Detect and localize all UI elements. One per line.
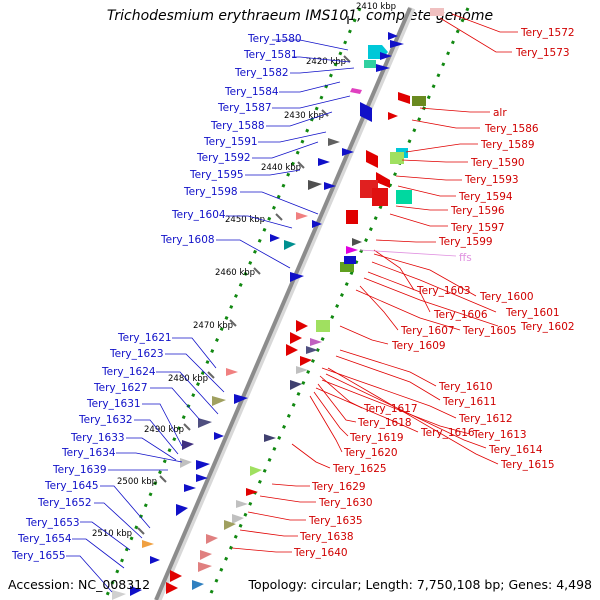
gene-label: Tery_1590 — [470, 157, 525, 169]
gene-label: Tery_1654 — [17, 533, 72, 545]
gene-label: Tery_1630 — [318, 497, 373, 509]
gene-label: Tery_1624 — [101, 366, 156, 378]
tick-label: 2450 kbp — [225, 215, 265, 225]
genes-value: 4,498 — [556, 577, 592, 592]
gene-label: Tery_1614 — [488, 444, 543, 456]
gene-label: Tery_1594 — [458, 191, 513, 203]
gene-label: Tery_1621 — [117, 332, 172, 344]
gene-label: Tery_1625 — [332, 463, 387, 475]
tick-label: 2440 kbp — [261, 163, 301, 173]
gene-label: Tery_1640 — [293, 547, 348, 559]
gene-label: Tery_1593 — [464, 174, 519, 186]
gene-label: Tery_1638 — [299, 531, 354, 543]
gene-label: Tery_1581 — [243, 49, 298, 61]
gene-label: Tery_1588 — [210, 120, 265, 132]
right-leader-lines — [231, 13, 518, 553]
left-gene-labels: Tery_1580 Tery_1581 Tery_1582 Tery_1584 … — [11, 33, 302, 562]
gene-label: alr — [493, 107, 507, 119]
tick-label: 2490 kbp — [144, 425, 184, 435]
tick-label: 2460 kbp — [215, 268, 255, 278]
gene-label: Tery_1631 — [86, 398, 141, 410]
gene-label: Tery_1615 — [500, 459, 555, 471]
tick-label: 2470 kbp — [193, 321, 233, 331]
gene-label: Tery_1645 — [44, 480, 99, 492]
accession-label: Accession: — [8, 577, 75, 592]
gene-label: Tery_1607 — [400, 325, 455, 337]
tick-marks — [137, 16, 351, 535]
gene-label: Tery_1605 — [462, 325, 517, 337]
gene-label: Tery_1587 — [217, 102, 272, 114]
gene-label: Tery_1591 — [203, 136, 258, 148]
gene-label: Tery_1619 — [349, 432, 404, 444]
tick-label: 2420 kbp — [306, 57, 346, 67]
gene-label: Tery_1629 — [311, 481, 366, 493]
gene-label: Tery_1611 — [442, 396, 497, 408]
ffs-leader-line — [359, 249, 457, 257]
gene-label: Tery_1595 — [189, 169, 244, 181]
gene-label: Tery_1620 — [343, 447, 398, 459]
gene-label: Tery_1639 — [52, 464, 107, 476]
tick-label: 2410 kbp — [356, 2, 396, 12]
gene-label: Tery_1592 — [196, 152, 251, 164]
gene-label: Tery_1635 — [308, 515, 363, 527]
topology-label: Topology: — [248, 577, 308, 592]
gene-label: Tery_1616 — [420, 427, 475, 439]
gene-label: Tery_1652 — [37, 497, 92, 509]
gene-label: Tery_1608 — [160, 234, 215, 246]
gene-label: Tery_1655 — [11, 550, 66, 562]
gene-label: Tery_1632 — [78, 414, 133, 426]
gene-label: Tery_1573 — [515, 47, 570, 59]
length-value: 7,750,108 bp — [416, 577, 501, 592]
gene-label: Tery_1580 — [247, 33, 302, 45]
gene-label: Tery_1618 — [357, 417, 412, 429]
tick-label: 2480 kbp — [168, 374, 208, 384]
accession-value: NC_008312 — [78, 577, 151, 592]
gene-label: Tery_1572 — [520, 27, 575, 39]
gene-label: Tery_1599 — [438, 236, 493, 248]
gene-label: Tery_1600 — [479, 291, 534, 303]
gene-label: Tery_1582 — [234, 67, 289, 79]
accession-info: Accession: NC_008312 — [8, 577, 150, 592]
genome-summary: Topology: circular; Length: 7,750,108 bp… — [248, 577, 592, 592]
gene-label: Tery_1653 — [25, 517, 80, 529]
gene-label: Tery_1623 — [109, 348, 164, 360]
left-leader-lines — [66, 39, 355, 593]
gene-label: Tery_1604 — [171, 209, 226, 221]
topology-value: circular — [311, 577, 358, 592]
genes-label: Genes: — [508, 577, 553, 592]
gene-label: Tery_1610 — [438, 381, 493, 393]
gene-label: Tery_1589 — [480, 139, 535, 151]
gene-label: Tery_1602 — [520, 321, 575, 333]
gene-label: Tery_1617 — [363, 403, 418, 415]
length-label: Length: — [365, 577, 413, 592]
right-gene-labels: Tery_1572 Tery_1573 alr Tery_1586 Tery_1… — [293, 27, 575, 559]
tick-label: 2430 kbp — [284, 111, 324, 121]
gene-label: Tery_1633 — [70, 432, 125, 444]
gene-label: Tery_1597 — [450, 222, 505, 234]
gene-label: Tery_1596 — [450, 205, 505, 217]
gene-label: Tery_1603 — [416, 285, 471, 297]
gene-label: ffs — [459, 252, 472, 264]
gene-label: Tery_1627 — [93, 382, 148, 394]
forward-strand-genes — [112, 32, 404, 600]
map-title: Trichodesmium erythraeum IMS101, complet… — [106, 8, 494, 24]
reverse-strand-genes — [166, 8, 444, 594]
gene-label: Tery_1609 — [391, 340, 446, 352]
gene-label: Tery_1601 — [505, 307, 560, 319]
gene-label: Tery_1584 — [224, 86, 279, 98]
gene-label: Tery_1598 — [183, 186, 238, 198]
gene-label: Tery_1613 — [472, 429, 527, 441]
gene-label: Tery_1612 — [458, 413, 513, 425]
gene-label: Tery_1634 — [61, 447, 116, 459]
gene-label: Tery_1606 — [433, 309, 488, 321]
gene-label: Tery_1586 — [484, 123, 539, 135]
tick-label: 2500 kbp — [117, 477, 157, 487]
tick-label: 2510 kbp — [92, 529, 132, 539]
genome-backbone — [154, 7, 412, 600]
